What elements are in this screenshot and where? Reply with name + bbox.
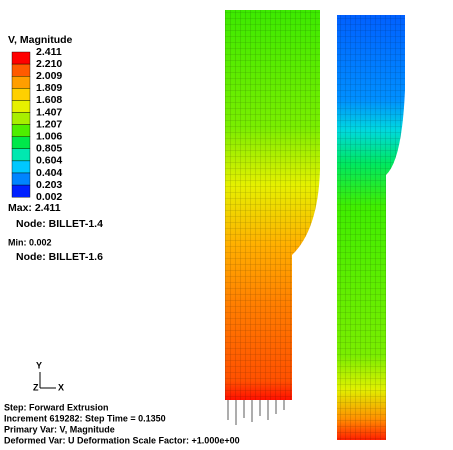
footer-line: Deformed Var: U Deformation Scale Factor… <box>4 435 240 445</box>
max-node: Node: BILLET-1.4 <box>16 218 103 230</box>
legend-label: 1.809 <box>36 82 62 94</box>
legend-label: 1.207 <box>36 118 62 130</box>
footer-line: Primary Var: V, Magnitude <box>4 424 115 434</box>
legend-label: 2.411 <box>36 46 62 58</box>
legend-title: V, Magnitude <box>8 34 73 46</box>
legend-label: 1.006 <box>36 130 62 142</box>
legend-label: 1.407 <box>36 106 62 118</box>
legend-swatch <box>12 52 30 64</box>
legend-swatch <box>12 125 30 137</box>
triad-z: Z <box>33 382 39 392</box>
legend-label: 2.210 <box>36 58 62 70</box>
viewport: V, Magnitude 2.4112.2102.0091.8091.6081.… <box>0 0 453 450</box>
part-right <box>337 15 405 440</box>
triad: Y Z X <box>33 360 64 392</box>
min-node: Node: BILLET-1.6 <box>16 251 103 263</box>
legend-label: 0.203 <box>36 179 62 191</box>
legend-swatch <box>12 185 30 197</box>
footer-line: Step: Forward Extrusion <box>4 402 109 412</box>
legend-label: 0.404 <box>36 167 62 179</box>
legend: V, Magnitude 2.4112.2102.0091.8091.6081.… <box>8 34 73 203</box>
triad-x: X <box>58 382 64 392</box>
legend-label: 1.608 <box>36 94 62 106</box>
legend-swatch <box>12 173 30 185</box>
legend-swatch <box>12 88 30 100</box>
legend-swatch <box>12 113 30 125</box>
triad-y: Y <box>36 360 42 370</box>
legend-swatch <box>12 137 30 149</box>
max-label: Max: 2.411 <box>8 202 61 214</box>
part-left <box>225 10 320 425</box>
legend-swatch <box>12 161 30 173</box>
legend-swatch <box>12 64 30 76</box>
footer-line: Increment 619282: Step Time = 0.1350 <box>4 413 166 423</box>
min-label: Min: 0.002 <box>8 237 52 247</box>
legend-label: 0.805 <box>36 143 62 155</box>
legend-label: 2.009 <box>36 70 62 82</box>
page: {"legend":{"title":"V, Magnitude","label… <box>0 0 453 450</box>
legend-swatch <box>12 149 30 161</box>
legend-swatch <box>12 76 30 88</box>
legend-swatch <box>12 100 30 112</box>
legend-label: 0.604 <box>36 155 62 167</box>
